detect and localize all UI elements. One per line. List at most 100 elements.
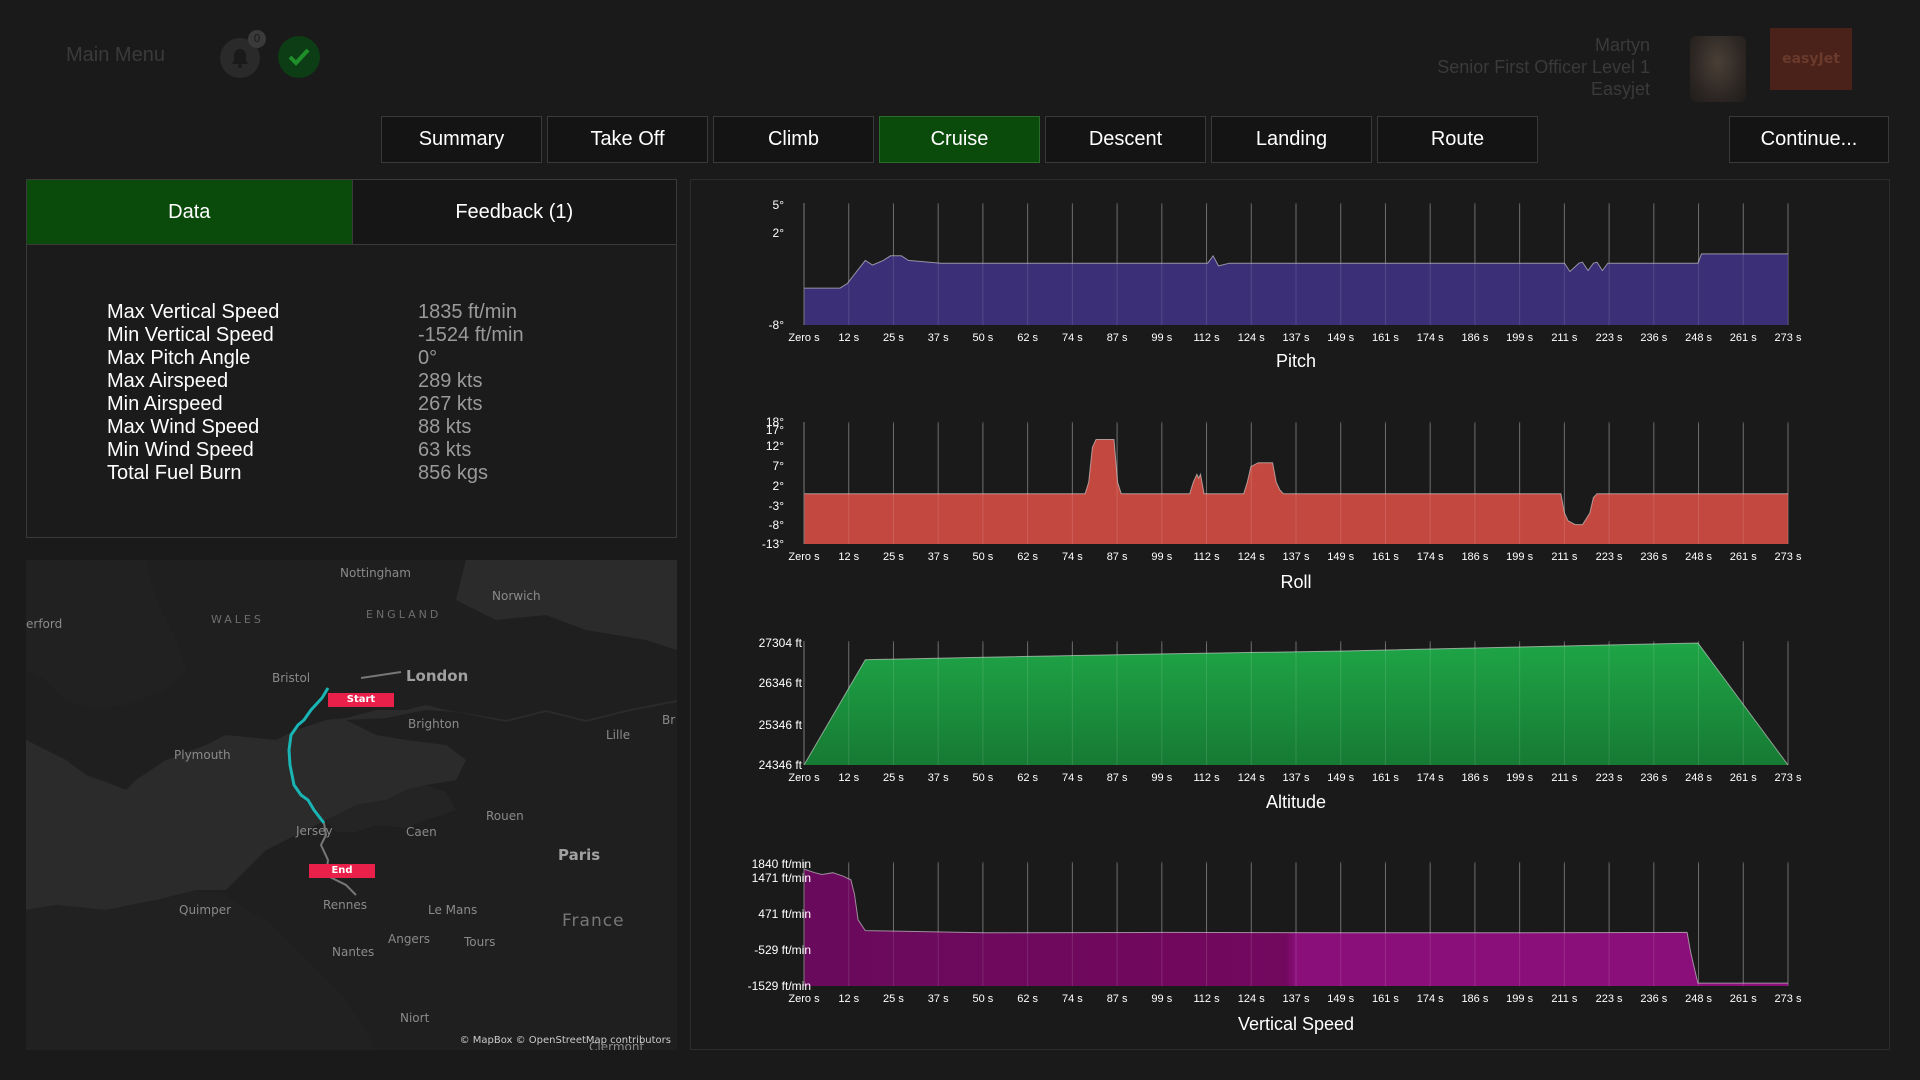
x-tick-label: 25 s <box>883 772 904 784</box>
x-tick-label: 211 s <box>1551 332 1578 344</box>
x-tick-label: 223 s <box>1596 551 1623 563</box>
series-line <box>804 439 1788 526</box>
x-tick-label: 248 s <box>1685 551 1712 563</box>
route-map[interactable]: Nottingham Norwich WALES ENGLAND erford … <box>26 560 677 1050</box>
x-tick-label: 149 s <box>1327 551 1354 563</box>
x-tick-label: 99 s <box>1151 332 1172 344</box>
x-tick-label: 273 s <box>1775 993 1802 1005</box>
map-label: Nantes <box>332 945 375 959</box>
x-tick-label: 74 s <box>1062 332 1083 344</box>
map-label: Rouen <box>486 809 524 823</box>
x-tick-label: 99 s <box>1151 772 1172 784</box>
x-tick-label: 62 s <box>1017 551 1038 563</box>
start-marker[interactable]: Start <box>328 693 394 707</box>
continue-button[interactable]: Continue... <box>1729 116 1889 163</box>
x-tick-label: 186 s <box>1461 993 1488 1005</box>
phase-tabs: Summary Take Off Climb Cruise Descent La… <box>381 116 1538 163</box>
tab-cruise[interactable]: Cruise <box>879 116 1040 163</box>
x-tick-label: 25 s <box>883 332 904 344</box>
route-line <box>287 671 402 896</box>
map-label: France <box>562 911 625 931</box>
tab-data[interactable]: Data <box>27 180 352 244</box>
stat-row: Min Airspeed 267 kts <box>107 393 524 416</box>
x-tick-label: 74 s <box>1062 772 1083 784</box>
map-label: Norwich <box>492 589 541 603</box>
status-check-button[interactable] <box>278 36 320 78</box>
x-tick-label: 248 s <box>1685 772 1712 784</box>
bell-icon <box>232 49 248 68</box>
map-label: Lille <box>606 728 631 742</box>
series-area[interactable] <box>804 253 1788 325</box>
y-tick-label: 24346 ft <box>759 758 803 772</box>
x-tick-label: Zero s <box>788 332 820 344</box>
x-tick-label: 174 s <box>1417 772 1444 784</box>
map-label: Jersey <box>296 824 333 838</box>
x-tick-label: 137 s <box>1283 551 1310 563</box>
chart-title: Vertical Speed <box>1238 1014 1354 1034</box>
x-tick-label: 112 s <box>1193 332 1220 344</box>
x-tick-label: 248 s <box>1685 332 1712 344</box>
x-tick-label: 25 s <box>883 551 904 563</box>
x-tick-label: 62 s <box>1017 332 1038 344</box>
x-tick-label: 37 s <box>928 993 949 1005</box>
x-tick-label: 223 s <box>1596 993 1623 1005</box>
x-tick-label: 87 s <box>1107 332 1128 344</box>
x-tick-label: 112 s <box>1193 772 1220 784</box>
tab-take-off[interactable]: Take Off <box>547 116 708 163</box>
map-label: Plymouth <box>174 748 231 762</box>
x-tick-label: 236 s <box>1640 772 1667 784</box>
x-tick-label: 273 s <box>1775 551 1802 563</box>
x-tick-label: 37 s <box>928 332 949 344</box>
map-label: Quimper <box>179 903 232 917</box>
tab-descent[interactable]: Descent <box>1045 116 1206 163</box>
chart-3: Zero s 12 s 25 s 37 s 50 s 62 s 74 s 87 s 99 s 11… <box>748 857 1802 1034</box>
end-marker[interactable]: End <box>309 864 375 878</box>
x-tick-label: 124 s <box>1238 772 1265 784</box>
x-tick-label: 74 s <box>1062 993 1083 1005</box>
series-line <box>803 868 1788 984</box>
map-label: ENGLAND <box>366 608 442 621</box>
x-tick-label: 112 s <box>1193 551 1220 563</box>
series-area[interactable] <box>804 439 1788 545</box>
x-tick-label: 211 s <box>1551 993 1578 1005</box>
y-tick-label: -3° <box>769 499 785 513</box>
series-area[interactable] <box>804 643 1788 765</box>
y-tick-label: -1529 ft/min <box>748 979 811 993</box>
tab-summary[interactable]: Summary <box>381 116 542 163</box>
stat-row: Min Vertical Speed -1524 ft/min <box>107 324 524 347</box>
x-tick-label: 236 s <box>1640 551 1667 563</box>
map-label: WALES <box>211 613 264 626</box>
x-tick-label: 124 s <box>1238 993 1265 1005</box>
stats-list: Max Vertical Speed 1835 ft/min Min Vertica… <box>107 301 524 485</box>
x-tick-label: 50 s <box>973 772 994 784</box>
avatar[interactable] <box>1690 36 1746 102</box>
stat-value: 88 kts <box>418 416 472 438</box>
x-tick-label: 149 s <box>1327 332 1354 344</box>
map-label: Paris <box>558 846 601 864</box>
tab-feedback[interactable]: Feedback (1) <box>351 180 676 244</box>
x-tick-label: Zero s <box>788 551 820 563</box>
charts-panel: Zero s 12 s 25 s 37 s 50 s 62 s 74 s 87 s 99 s 11… <box>690 179 1890 1050</box>
series-area[interactable] <box>804 869 1788 986</box>
user-role: Senior First Officer Level 1 <box>1437 57 1650 77</box>
stat-value: 0° <box>418 347 438 369</box>
stat-value: 63 kts <box>418 439 472 461</box>
x-tick-label: 37 s <box>928 772 949 784</box>
x-tick-label: 149 s <box>1327 993 1354 1005</box>
tab-climb[interactable]: Climb <box>713 116 874 163</box>
x-tick-label: 236 s <box>1640 332 1667 344</box>
charts-canvas: Zero s 12 s 25 s 37 s 50 s 62 s 74 s 87 s 99 s 11… <box>748 198 1802 1034</box>
x-tick-label: 99 s <box>1151 551 1172 563</box>
check-icon <box>288 48 310 66</box>
series-line <box>804 253 1788 289</box>
notification-count-badge: 0 <box>248 30 266 48</box>
tab-landing[interactable]: Landing <box>1211 116 1372 163</box>
main-menu-link[interactable]: Main Menu <box>66 44 165 66</box>
tab-route[interactable]: Route <box>1377 116 1538 163</box>
chart-2: Zero s 12 s 25 s 37 s 50 s 62 s 74 s 87 s 99 s 11… <box>759 636 1802 812</box>
x-tick-label: 211 s <box>1551 551 1578 563</box>
x-tick-label: 99 s <box>1151 993 1172 1005</box>
chart-title: Roll <box>1280 572 1311 592</box>
x-tick-label: 25 s <box>883 993 904 1005</box>
x-tick-label: 161 s <box>1372 551 1399 563</box>
